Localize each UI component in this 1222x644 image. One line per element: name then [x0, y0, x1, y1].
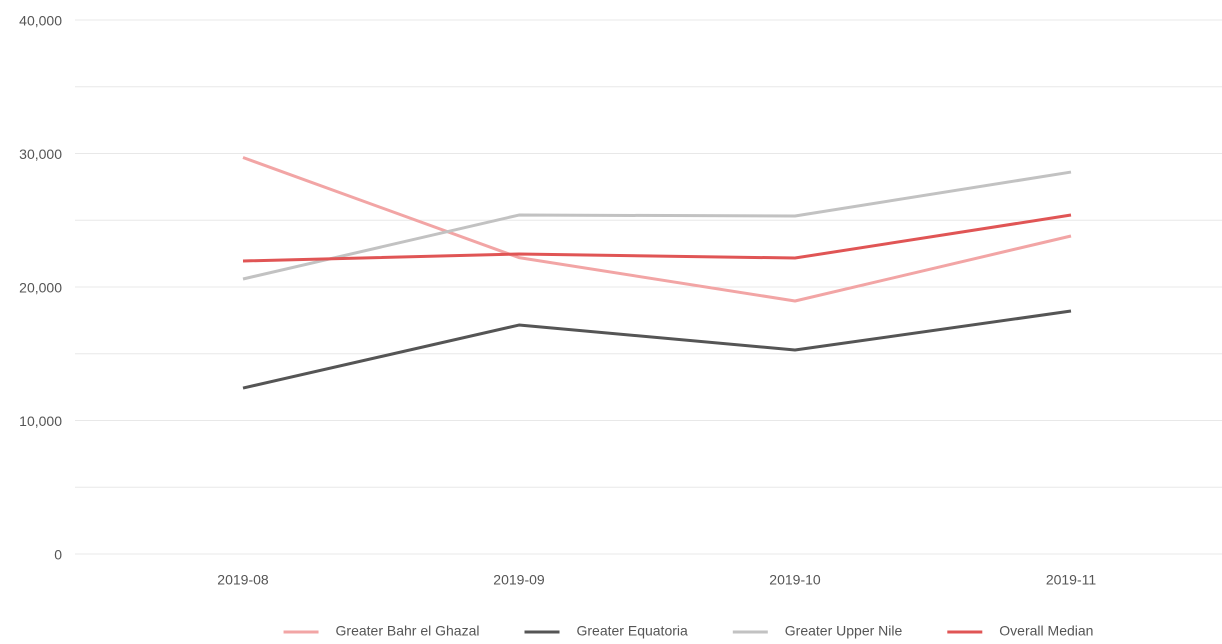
series-line	[242, 309, 1072, 390]
y-tick-label: 10,000	[19, 413, 62, 429]
legend-label: Greater Equatoria	[577, 623, 688, 639]
x-tick-label: 2019-11	[1046, 572, 1097, 588]
legend-label: Greater Upper Nile	[785, 623, 903, 639]
x-tick-label: 2019-08	[217, 572, 269, 588]
y-tick-label: 30,000	[19, 146, 62, 162]
y-tick-label: 20,000	[19, 280, 62, 296]
legend-label: Greater Bahr el Ghazal	[336, 623, 480, 639]
y-tick-label: 40,000	[19, 13, 62, 29]
series-line	[242, 213, 1072, 263]
legend-label: Overall Median	[999, 623, 1093, 639]
y-tick-label: 0	[54, 547, 62, 563]
x-tick-label: 2019-10	[769, 572, 821, 588]
x-tick-label: 2019-09	[493, 572, 545, 588]
series-line	[242, 170, 1072, 281]
series-line	[242, 156, 1072, 303]
